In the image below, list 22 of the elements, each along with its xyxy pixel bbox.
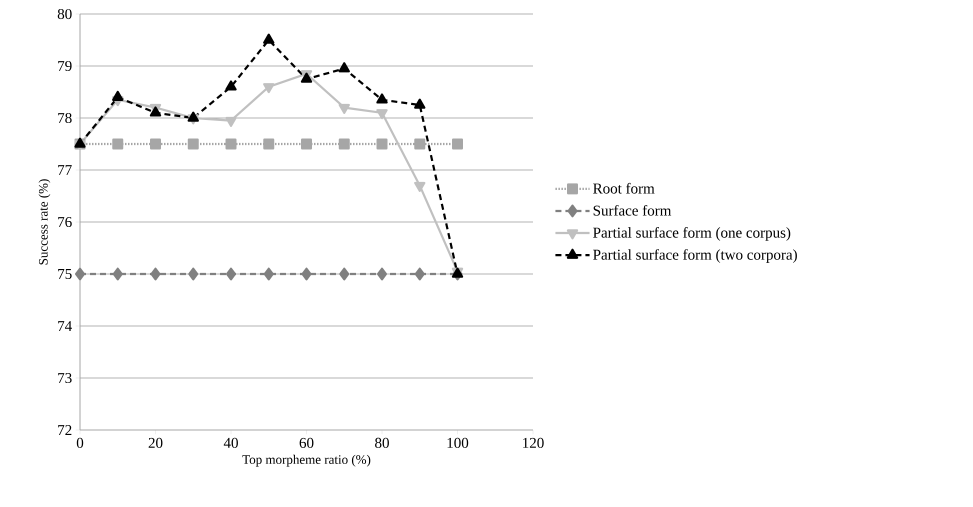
x-tick-label: 0: [76, 438, 84, 448]
y-tick-label: 77: [58, 165, 72, 175]
x-tick-label: 120: [523, 438, 544, 448]
y-tick-label: 73: [58, 372, 72, 384]
y-axis-title: Success rate (%): [38, 179, 50, 264]
legend-label: Root form: [593, 182, 655, 194]
x-tick-label: 40: [224, 438, 238, 448]
y-tick-label: 72: [58, 425, 72, 435]
y-tick-label: 78: [58, 112, 72, 124]
x-tick-label: 20: [148, 438, 162, 448]
y-tick-label: 76: [58, 216, 72, 228]
y-tick-label: 74: [58, 321, 72, 331]
x-tick-label: 80: [375, 438, 389, 448]
legend-label: Surface form: [594, 204, 672, 216]
legend-label: Partial surface form (two corpora): [593, 249, 797, 263]
y-tick-label: 75: [58, 269, 72, 279]
x-tick-label: 100: [448, 438, 468, 448]
legend-label: Partial surface form (one corpus): [593, 227, 790, 241]
y-tick-label: 79: [58, 60, 72, 72]
x-tick-label: 60: [300, 438, 314, 448]
y-tick-label: 80: [58, 8, 72, 20]
x-axis-title: Top morpheme ratio (%): [242, 454, 370, 467]
